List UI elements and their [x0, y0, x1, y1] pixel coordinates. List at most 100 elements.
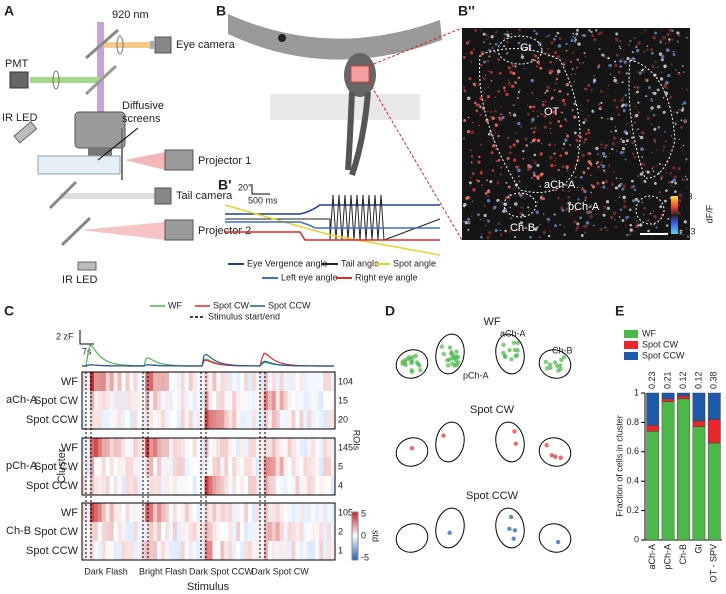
y-tick-label: 1: [634, 387, 639, 397]
heat-cell: [307, 476, 312, 495]
pixel: [574, 208, 578, 212]
heat-cell: [295, 372, 300, 391]
pixel: [559, 224, 561, 226]
heat-cell: [101, 457, 107, 476]
pixel: [625, 217, 628, 220]
pixel: [508, 111, 511, 115]
pixel: [517, 168, 521, 173]
pixel: [521, 213, 525, 217]
heat-cell: [323, 410, 328, 429]
pixel: [685, 88, 689, 91]
pixel: [667, 189, 669, 191]
pixel: [522, 157, 525, 160]
x-tick-label: Ch-B: [678, 544, 688, 565]
legend-swatch: [624, 341, 638, 349]
diffusive-screens-label: Diffusive screens: [122, 100, 164, 125]
heat-cell: [137, 503, 142, 522]
pixel: [495, 96, 497, 98]
pixel: [468, 77, 472, 81]
heat-frame: [81, 437, 336, 496]
heat-cell: [117, 457, 123, 476]
heat-cell: [161, 391, 166, 410]
pixel: [467, 221, 471, 225]
pixel: [573, 131, 577, 135]
stage: [270, 94, 420, 120]
pixel: [664, 140, 668, 143]
heat-cell: [315, 457, 320, 476]
pixel: [613, 211, 617, 215]
pixel: [490, 110, 493, 113]
pixel: [481, 184, 483, 186]
pixel: [684, 175, 687, 178]
heat-cell: [93, 522, 99, 541]
pixel: [636, 199, 639, 202]
heat-cell: [192, 476, 198, 495]
heat-cell: [307, 391, 312, 410]
pixel: [590, 89, 593, 92]
pixel: [667, 151, 670, 153]
pixel: [583, 34, 587, 37]
legend-label: Eye Vergence angle: [247, 258, 328, 268]
pixel: [524, 137, 528, 141]
heat-cell: [137, 372, 142, 391]
pixel: [508, 194, 511, 197]
pixel: [618, 45, 621, 48]
map-title: WF: [483, 316, 500, 328]
heat-cell: [263, 476, 269, 495]
pixel: [624, 62, 627, 65]
heat-cell: [145, 522, 150, 541]
pixel: [490, 151, 494, 155]
pixel: [507, 82, 512, 86]
region-label: Ch-B: [552, 345, 573, 355]
pixel: [659, 205, 663, 209]
pixel: [485, 38, 488, 41]
fish-body: [345, 91, 371, 176]
colorbar-label: -2.3: [680, 226, 696, 236]
pixel: [527, 167, 531, 172]
pixel: [637, 101, 640, 104]
heat-cell: [287, 438, 293, 457]
pixel: [623, 200, 627, 203]
pixel: [671, 38, 674, 41]
colorbar-label: 2.3: [680, 191, 693, 201]
pixel: [595, 146, 599, 151]
pixel: [487, 110, 489, 113]
top-label: 0.12: [693, 371, 703, 389]
pixel: [510, 84, 515, 88]
heat-cell: [251, 438, 257, 457]
pixel: [614, 37, 619, 42]
y-tick-label: 0.2: [626, 505, 639, 515]
heat-cell: [101, 503, 107, 522]
pixel: [620, 138, 622, 141]
heat-cell: [263, 438, 269, 457]
pixel: [637, 41, 641, 45]
pixel: [532, 130, 536, 134]
heat-cell: [303, 522, 308, 541]
heat-cell: [196, 372, 202, 391]
pixel: [635, 46, 638, 49]
heat-cell: [137, 457, 142, 476]
heat-cell: [327, 391, 332, 410]
pixel: [650, 173, 652, 176]
heat-cell: [204, 541, 209, 560]
pixel: [617, 184, 621, 188]
pixel: [499, 166, 503, 169]
heat-cell: [200, 541, 206, 560]
heat-cell: [236, 476, 241, 495]
heat-cell: [275, 372, 281, 391]
heat-cell: [137, 476, 142, 495]
pixel: [531, 138, 536, 143]
pixel: [680, 119, 683, 122]
pixel: [479, 171, 483, 175]
pixel: [507, 79, 510, 81]
heat-cell: [279, 476, 285, 495]
heat-cell: [291, 476, 296, 495]
panel-label: C: [4, 303, 14, 319]
heat-cell: [85, 372, 91, 391]
pixel: [507, 185, 511, 189]
pixel: [516, 139, 520, 143]
heat-cell: [208, 476, 213, 495]
heat-cell: [224, 438, 229, 457]
heat-cell: [279, 391, 285, 410]
